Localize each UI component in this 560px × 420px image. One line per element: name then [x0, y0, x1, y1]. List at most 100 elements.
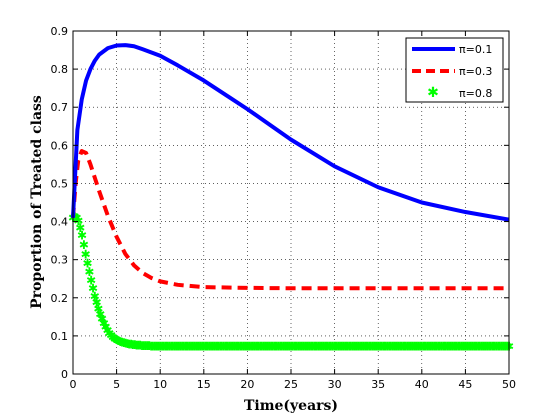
data-point-marker: ✱: [415, 340, 425, 354]
series-layer: ✱✱✱✱✱✱✱✱✱✱✱✱✱✱✱✱✱✱✱✱✱✱✱✱✱✱✱✱✱✱✱✱✱✱✱✱✱✱✱✱…: [68, 43, 514, 354]
x-tick-label: 45: [458, 378, 472, 391]
data-point-marker: ✱: [246, 340, 256, 354]
legend-label-pi-0-8: π=0.8: [459, 87, 492, 100]
data-point-marker: ✱: [119, 336, 129, 350]
x-tick-label: 50: [502, 378, 516, 391]
data-point-marker: ✱: [311, 340, 321, 354]
data-point-marker: ✱: [128, 338, 138, 352]
data-point-marker: ✱: [375, 340, 385, 354]
data-point-marker: ✱: [213, 340, 223, 354]
data-point-marker: ✱: [306, 340, 316, 354]
data-point-marker: ✱: [106, 329, 116, 343]
data-point-marker: ✱: [182, 340, 192, 354]
data-point-marker: ✱: [170, 340, 180, 354]
y-tick-label: 0.8: [51, 63, 69, 76]
data-point-marker: ✱: [222, 340, 232, 354]
data-point-marker: ✱: [244, 340, 254, 354]
data-point-marker: ✱: [257, 340, 267, 354]
data-point-marker: ✱: [102, 324, 112, 338]
data-point-marker: ✱: [150, 339, 160, 353]
data-point-marker: ✱: [79, 238, 89, 252]
data-point-marker: ✱: [104, 326, 114, 340]
data-point-marker: ✱: [370, 340, 380, 354]
data-point-marker: ✱: [471, 340, 481, 354]
data-point-marker: ✱: [251, 340, 261, 354]
data-point-marker: ✱: [479, 340, 489, 354]
data-point-marker: ✱: [168, 340, 178, 354]
data-point-marker: ✱: [406, 340, 416, 354]
data-point-marker: ✱: [342, 340, 352, 354]
data-point-marker: ✱: [364, 340, 374, 354]
data-point-marker: ✱: [190, 340, 200, 354]
data-point-marker: ✱: [288, 340, 298, 354]
data-point-marker: ✱: [384, 340, 394, 354]
data-point-marker: ✱: [424, 340, 434, 354]
data-point-marker: ✱: [379, 340, 389, 354]
data-point-marker: ✱: [451, 340, 461, 354]
data-point-marker: ✱: [113, 334, 123, 348]
data-point-marker: ✱: [489, 340, 499, 354]
data-point-marker: ✱: [81, 247, 91, 261]
data-point-marker: ✱: [83, 256, 93, 270]
data-point-marker: ✱: [340, 340, 350, 354]
x-tick-label: 5: [113, 378, 120, 391]
data-point-marker: ✱: [399, 340, 409, 354]
legend-label-pi-0-3: π=0.3: [459, 65, 492, 78]
data-point-marker: ✱: [400, 340, 410, 354]
data-point-marker: ✱: [408, 340, 418, 354]
data-point-marker: ✱: [110, 332, 120, 346]
data-point-marker: ✱: [264, 340, 274, 354]
data-point-marker: ✱: [93, 302, 103, 316]
y-axis-title: Proportion of Treated class: [29, 95, 45, 309]
data-point-marker: ✱: [391, 340, 401, 354]
data-point-marker: ✱: [188, 340, 198, 354]
data-point-marker: ✱: [115, 335, 125, 349]
data-point-marker: ✱: [386, 340, 396, 354]
data-point-marker: ✱: [266, 340, 276, 354]
data-point-marker: ✱: [475, 340, 485, 354]
data-point-marker: ✱: [179, 340, 189, 354]
data-point-marker: ✱: [211, 340, 221, 354]
data-point-marker: ✱: [446, 340, 456, 354]
data-point-marker: ✱: [397, 340, 407, 354]
series-0-8-markers: ✱✱✱✱✱✱✱✱✱✱✱✱✱✱✱✱✱✱✱✱✱✱✱✱✱✱✱✱✱✱✱✱✱✱✱✱✱✱✱✱…: [68, 210, 514, 354]
data-point-marker: ✱: [201, 340, 211, 354]
data-point-marker: ✱: [326, 340, 336, 354]
data-point-marker: ✱: [231, 340, 241, 354]
data-point-marker: ✱: [419, 340, 429, 354]
data-point-marker: ✱: [273, 340, 283, 354]
data-point-marker: ✱: [253, 340, 263, 354]
data-point-marker: ✱: [395, 340, 405, 354]
data-point-marker: ✱: [320, 340, 330, 354]
data-point-marker: ✱: [308, 340, 318, 354]
data-point-marker: ✱: [117, 335, 127, 349]
data-point-marker: ✱: [417, 340, 427, 354]
data-point-marker: ✱: [366, 340, 376, 354]
data-point-marker: ✱: [126, 338, 136, 352]
data-point-marker: ✱: [440, 340, 450, 354]
data-point-marker: ✱: [268, 340, 278, 354]
data-point-marker: ✱: [159, 339, 169, 353]
data-point-marker: ✱: [382, 340, 392, 354]
data-point-marker: ✱: [146, 339, 156, 353]
data-point-marker: ✱: [491, 340, 501, 354]
data-point-marker: ✱: [101, 320, 111, 334]
data-point-marker: ✱: [184, 340, 194, 354]
data-point-marker: ✱: [359, 340, 369, 354]
data-point-marker: ✱: [482, 340, 492, 354]
data-point-marker: ✱: [175, 340, 185, 354]
data-point-marker: ✱: [270, 340, 280, 354]
data-point-marker: ✱: [193, 340, 203, 354]
data-point-marker: ✱: [153, 339, 163, 353]
data-point-marker: ✱: [279, 340, 289, 354]
data-point-marker: ✱: [469, 340, 479, 354]
data-point-marker: ✱: [172, 340, 182, 354]
data-point-marker: ✱: [152, 339, 162, 353]
data-point-marker: ✱: [486, 340, 496, 354]
data-point-marker: ✱: [393, 340, 403, 354]
data-point-marker: ✱: [108, 331, 118, 345]
data-point-marker: ✱: [357, 340, 367, 354]
data-point-marker: ✱: [208, 340, 218, 354]
y-tick-label: 0.9: [51, 25, 69, 38]
